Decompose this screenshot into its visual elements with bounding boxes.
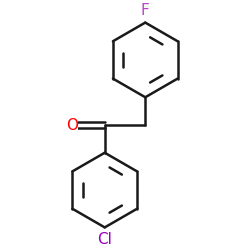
Text: O: O xyxy=(66,118,78,132)
Text: F: F xyxy=(141,3,150,18)
Text: Cl: Cl xyxy=(97,232,112,247)
